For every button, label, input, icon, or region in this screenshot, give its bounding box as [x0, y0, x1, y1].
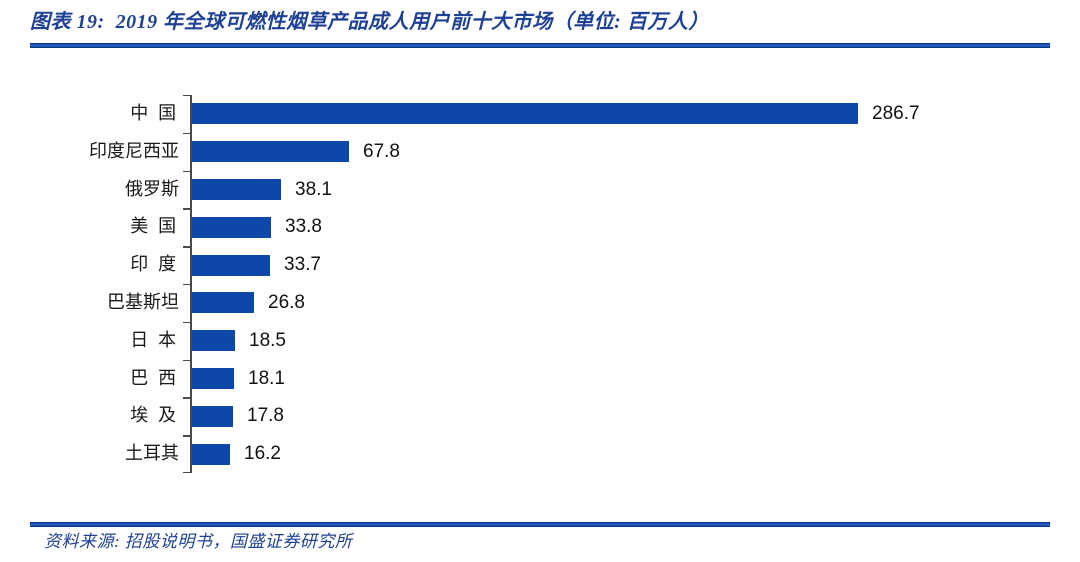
category-label: 日本	[130, 329, 186, 350]
chart-title: 图表 19: 2019 年全球可燃性烟草产品成人用户前十大市场（单位: 百万人）	[30, 11, 709, 33]
bar	[192, 443, 230, 465]
footer-divider-rule	[30, 522, 1050, 527]
value-label: 33.7	[284, 254, 321, 276]
value-label: 26.8	[268, 292, 305, 313]
axis-tick	[183, 208, 191, 210]
category-label: 印度尼西亚	[89, 140, 179, 161]
axis-tick	[183, 397, 191, 399]
bar	[192, 254, 270, 276]
plot-area: 中国 286.7 印度尼西亚 67.8 俄罗斯 38.1 美国 33.8 印度 33.7 巴基斯坦 2…	[0, 95, 1080, 473]
category-label: 土耳其	[125, 443, 179, 464]
value-label: 16.2	[244, 443, 281, 465]
value-label: 38.1	[295, 178, 332, 200]
category-label: 巴基斯坦	[107, 292, 179, 312]
category-label: 俄罗斯	[125, 178, 179, 199]
value-label: 67.8	[363, 140, 400, 162]
source-note: 资料来源: 招股说明书，国盛证券研究所	[44, 532, 353, 551]
value-label: 33.8	[285, 216, 322, 238]
bar	[192, 405, 233, 427]
category-label: 埃及	[130, 405, 186, 426]
axis-tick	[183, 132, 191, 135]
value-label: 286.7	[872, 103, 920, 124]
axis-tick	[183, 359, 191, 361]
category-label: 印度	[130, 254, 186, 275]
axis-tick	[183, 435, 191, 437]
bar	[192, 141, 349, 163]
value-label: 18.5	[249, 329, 286, 351]
bar	[192, 103, 858, 125]
bar	[192, 216, 271, 238]
axis-tick	[183, 95, 191, 97]
bar	[192, 292, 254, 314]
title-divider-rule	[30, 43, 1050, 48]
axis-tick	[183, 471, 191, 473]
bar	[192, 179, 281, 200]
bar	[192, 368, 234, 389]
axis-tick	[183, 284, 191, 286]
category-label: 中国	[130, 103, 186, 123]
axis-tick	[183, 170, 191, 172]
value-label: 17.8	[247, 405, 284, 427]
y-axis-line	[190, 95, 192, 473]
axis-tick	[183, 246, 191, 248]
category-label: 美国	[130, 216, 186, 237]
axis-tick	[183, 321, 191, 324]
value-label: 18.1	[248, 367, 285, 389]
bar	[192, 330, 235, 352]
category-label: 巴西	[130, 367, 186, 388]
